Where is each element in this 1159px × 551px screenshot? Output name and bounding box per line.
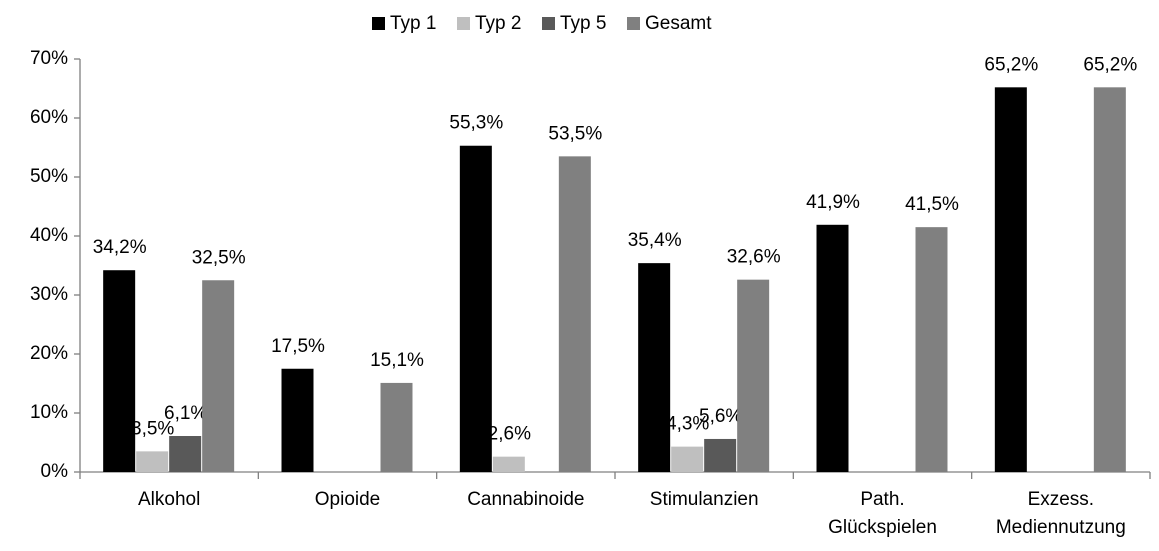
value-label: 32,5% xyxy=(192,247,246,268)
bar xyxy=(492,456,525,472)
value-label: 53,5% xyxy=(548,123,602,144)
y-tick-label: 50% xyxy=(30,166,68,187)
legend-swatch xyxy=(372,17,385,30)
x-tick-label: Stimulanzien xyxy=(650,489,759,510)
bar xyxy=(638,263,671,472)
bar xyxy=(136,451,169,472)
value-label: 41,9% xyxy=(806,192,860,213)
legend-swatch xyxy=(542,17,555,30)
bar xyxy=(671,446,704,472)
legend-swatch xyxy=(457,17,470,30)
value-label: 41,5% xyxy=(905,194,959,215)
bar xyxy=(737,279,770,472)
value-label: 5,6% xyxy=(699,406,742,427)
bar xyxy=(103,270,136,472)
y-tick-label: 0% xyxy=(41,461,69,482)
value-label: 35,4% xyxy=(628,230,682,251)
legend-swatch xyxy=(627,17,640,30)
bar xyxy=(380,382,413,472)
bar xyxy=(281,368,314,472)
legend-label: Gesamt xyxy=(645,13,712,34)
y-tick-label: 30% xyxy=(30,284,68,305)
bar xyxy=(994,87,1027,472)
bar xyxy=(816,224,849,472)
value-label: 4,3% xyxy=(666,414,709,435)
bar xyxy=(1093,87,1126,472)
x-tick-label: Exzess. Mediennutzung xyxy=(996,489,1126,538)
value-label: 2,6% xyxy=(488,424,531,445)
value-label: 65,2% xyxy=(984,54,1038,75)
value-label: 32,6% xyxy=(727,247,781,268)
x-tick-label: Alkohol xyxy=(138,489,200,510)
y-tick-label: 20% xyxy=(30,343,68,364)
value-label: 65,2% xyxy=(1083,54,1137,75)
value-label: 34,2% xyxy=(93,237,147,258)
legend-label: Typ 2 xyxy=(475,13,521,34)
value-label: 3,5% xyxy=(131,418,174,439)
legend-label: Typ 1 xyxy=(390,13,436,34)
y-tick-label: 70% xyxy=(30,48,68,69)
value-label: 15,1% xyxy=(370,350,424,371)
bar xyxy=(915,227,948,472)
y-tick-label: 40% xyxy=(30,225,68,246)
value-label: 6,1% xyxy=(164,403,207,424)
legend-label: Typ 5 xyxy=(560,13,606,34)
bar xyxy=(558,156,591,472)
value-label: 55,3% xyxy=(449,113,503,134)
y-tick-label: 60% xyxy=(30,107,68,128)
value-label: 17,5% xyxy=(271,336,325,357)
y-tick-label: 10% xyxy=(30,402,68,423)
bar xyxy=(202,280,235,472)
bar xyxy=(459,145,492,473)
bar xyxy=(704,438,737,472)
bar xyxy=(169,436,202,472)
x-tick-label: Opioide xyxy=(315,489,381,510)
x-tick-label: Path. Glückspielen xyxy=(828,489,937,538)
x-tick-label: Cannabinoide xyxy=(467,489,584,510)
